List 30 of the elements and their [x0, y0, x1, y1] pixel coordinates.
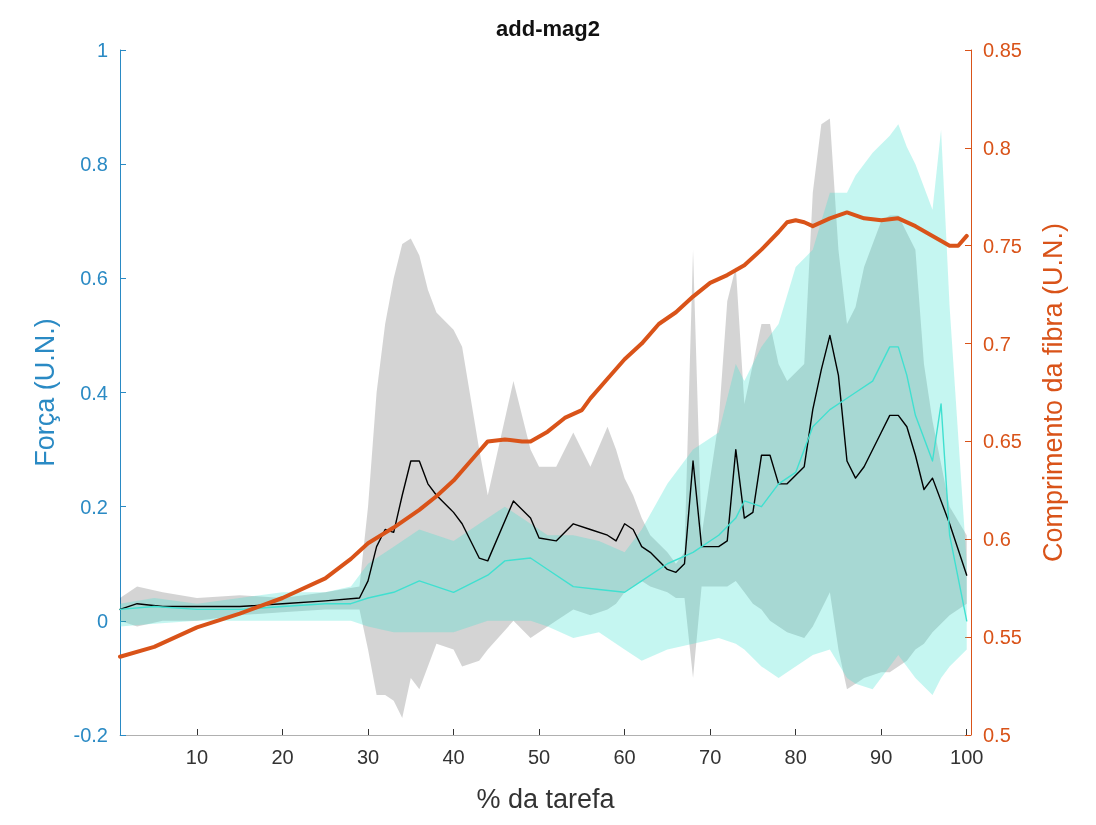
y2-axis-title: Comprimento da fibra (U.N.): [1037, 222, 1068, 563]
y-tick-label: -0.2: [73, 724, 108, 746]
x-tick-label: 60: [613, 746, 636, 768]
y2-tick-label: 0.55: [983, 626, 1022, 649]
y-tick-label: 0.2: [80, 495, 108, 518]
x-tick-label: 10: [185, 746, 209, 768]
y-axis-title: Força (U.N.): [29, 318, 60, 467]
y-tick-label: 0.4: [80, 381, 108, 404]
x-tick-label: 20: [271, 746, 294, 768]
y-tick-label: 1: [96, 39, 108, 61]
chart-title: add-mag2: [496, 15, 600, 41]
line-series: [118, 210, 969, 659]
y2-tick-label: 0.75: [983, 234, 1022, 257]
y-tick-label: 0.6: [80, 267, 108, 290]
x-tick-label: 30: [356, 746, 380, 768]
y-tick-label: 0: [96, 609, 108, 632]
y2-tick-label: 0.6: [983, 528, 1011, 551]
y2-tick-label: 0.8: [983, 136, 1011, 159]
x-axis-title: % da tarefa: [476, 783, 616, 814]
x-tick-label: 100: [950, 746, 984, 768]
y2-tick-label: 0.5: [983, 724, 1011, 746]
y-tick-label: 0.8: [80, 153, 108, 176]
x-tick-label: 50: [527, 746, 551, 768]
x-tick-label: 40: [442, 746, 465, 768]
y2-tick-label: 0.85: [983, 39, 1022, 61]
x-tick-label: 90: [870, 746, 893, 768]
y2-tick-label: 0.7: [983, 332, 1011, 355]
x-tick-label: 80: [784, 746, 807, 768]
y2-tick-label: 0.65: [983, 430, 1022, 453]
x-tick-label: 70: [699, 746, 722, 768]
